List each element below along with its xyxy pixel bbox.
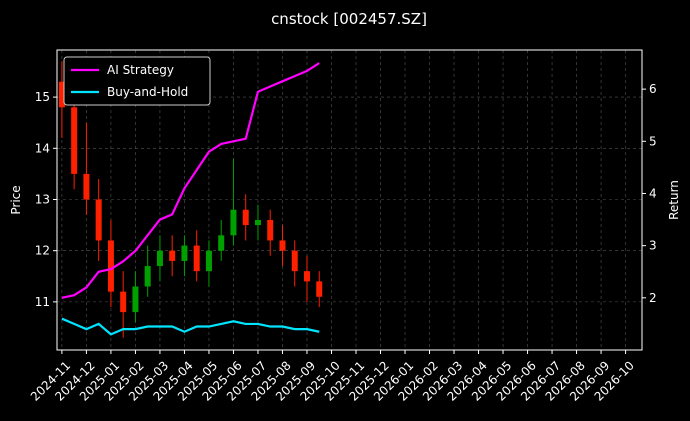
y2-axis-label: Return — [667, 180, 681, 220]
legend-box — [63, 56, 211, 106]
y2-tick-label: 3 — [649, 239, 657, 253]
candle-body — [242, 209, 249, 226]
candle-body — [107, 240, 114, 292]
y2-tick-label: 4 — [649, 186, 657, 200]
y2-tick-label: 5 — [649, 134, 657, 148]
candle-body — [291, 250, 298, 272]
y2-tick-label: 6 — [649, 82, 657, 96]
y-tick-label: 11 — [35, 295, 50, 309]
y-axis-label: Price — [9, 185, 23, 214]
y-tick-label: 15 — [35, 90, 50, 104]
candle-body — [95, 199, 102, 241]
candle-body — [218, 235, 225, 251]
candle-body — [254, 219, 261, 226]
y2-tick-label: 2 — [649, 291, 657, 305]
chart-title: cnstock [002457.SZ] — [271, 10, 427, 28]
y-tick-label: 13 — [35, 192, 50, 206]
candle-body — [316, 281, 323, 297]
y-tick-label: 14 — [35, 141, 50, 155]
candle-body — [230, 209, 237, 236]
candle-body — [193, 245, 200, 272]
candle-body — [156, 250, 163, 267]
candle-body — [169, 250, 176, 261]
return-line — [61, 62, 320, 299]
legend-label: Buy-and-Hold — [107, 85, 188, 99]
candle-body — [58, 81, 65, 108]
legend: AI Strategy Buy-and-Hold — [63, 56, 211, 106]
candle-body — [132, 286, 139, 313]
candle-body — [279, 240, 286, 251]
return-line — [61, 317, 320, 336]
plot-frame — [56, 49, 643, 351]
candle-body — [144, 266, 151, 287]
candle-body — [181, 245, 188, 261]
y-tick-label: 12 — [35, 244, 50, 258]
legend-label: AI Strategy — [107, 63, 174, 77]
candle-body — [71, 107, 78, 174]
candle-body — [205, 250, 212, 272]
candle-body — [267, 219, 274, 241]
candle-body — [83, 173, 90, 200]
candle-body — [303, 271, 310, 282]
candle-body — [120, 291, 127, 313]
